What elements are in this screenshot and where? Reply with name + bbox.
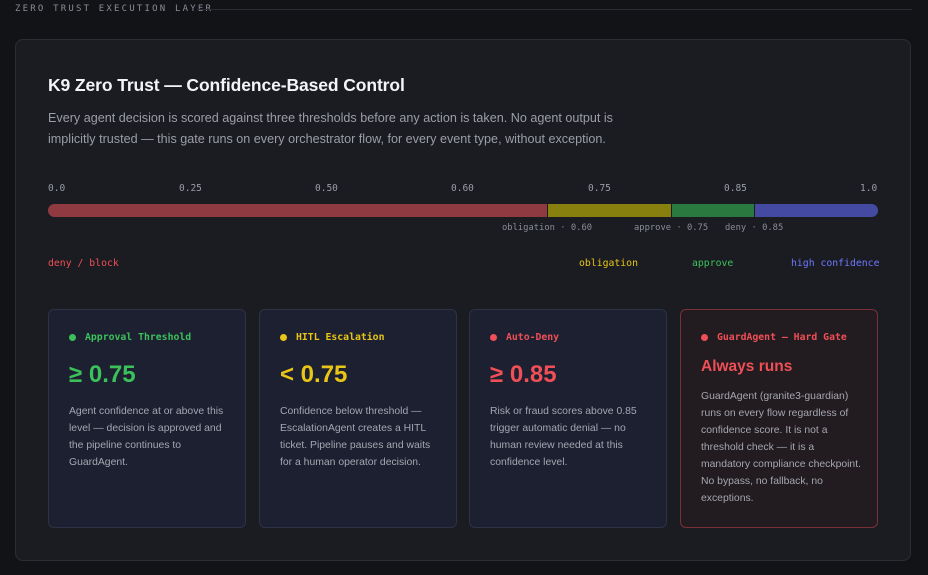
- status-dot-icon: [69, 334, 76, 341]
- status-dot-icon: [490, 334, 497, 341]
- high-confidence-segment: [754, 204, 878, 217]
- scale-tick-060: 0.60: [451, 183, 474, 194]
- card-value: ≥ 0.75: [69, 361, 136, 388]
- legend-approve: approve: [692, 258, 734, 269]
- marker-deny: deny · 0.85: [725, 223, 784, 233]
- status-dot-icon: [701, 334, 708, 341]
- card-value: ≥ 0.85: [490, 361, 557, 388]
- card-head-hitl: HITL Escalation: [280, 332, 384, 343]
- legend-obligation: obligation: [579, 258, 638, 269]
- status-dot-icon: [280, 334, 287, 341]
- card-title: HITL Escalation: [296, 332, 385, 343]
- zero-trust-panel: K9 Zero Trust — Confidence-Based Control…: [15, 39, 911, 561]
- scale-tick-050: 0.50: [315, 183, 338, 194]
- section-divider: [197, 9, 912, 10]
- approve-segment: [671, 204, 754, 217]
- card-description: Risk or fraud scores above 0.85 trigger …: [490, 406, 637, 468]
- card-value: < 0.75: [280, 361, 348, 388]
- legend-high-confidence: high confidence: [791, 258, 880, 269]
- card-title: Auto-Deny: [506, 332, 560, 343]
- panel-title: K9 Zero Trust — Confidence-Based Control: [48, 75, 405, 95]
- card-description: GuardAgent (granite3-guardian) runs on e…: [701, 391, 861, 504]
- scale-tick-0: 0.0: [48, 183, 66, 194]
- scale-tick-1: 1.0: [860, 183, 878, 194]
- card-description: Confidence below threshold — EscalationA…: [280, 406, 431, 468]
- marker-obligation: obligation · 0.60: [502, 223, 593, 233]
- confidence-scale-bar: [48, 204, 878, 217]
- scale-tick-025: 0.25: [179, 183, 202, 194]
- scale-tick-085: 0.85: [724, 183, 747, 194]
- card-guardagent-hard-gate: GuardAgent — Hard Gate Always runs Guard…: [680, 309, 878, 528]
- panel-subtitle: Every agent decision is scored against t…: [48, 111, 613, 146]
- card-head-approval: Approval Threshold: [69, 332, 191, 343]
- card-head-guardagent: GuardAgent — Hard Gate: [701, 332, 847, 343]
- card-value: Always runs: [701, 358, 793, 375]
- legend-deny: deny / block: [48, 258, 119, 269]
- card-title: Approval Threshold: [85, 332, 192, 343]
- deny-segment: [48, 204, 547, 217]
- card-auto-deny: Auto-Deny ≥ 0.85 Risk or fraud scores ab…: [469, 309, 667, 528]
- card-description: Agent confidence at or above this level …: [69, 406, 224, 468]
- obligation-segment: [547, 204, 671, 217]
- card-head-auto-deny: Auto-Deny: [490, 332, 559, 343]
- card-title: GuardAgent — Hard Gate: [717, 332, 847, 343]
- card-hitl-escalation: HITL Escalation < 0.75 Confidence below …: [259, 309, 457, 528]
- scale-tick-075: 0.75: [588, 183, 611, 194]
- card-approval-threshold: Approval Threshold ≥ 0.75 Agent confiden…: [48, 309, 246, 528]
- marker-approve: approve · 0.75: [634, 223, 709, 233]
- section-label: ZERO TRUST EXECUTION LAYER: [15, 4, 214, 14]
